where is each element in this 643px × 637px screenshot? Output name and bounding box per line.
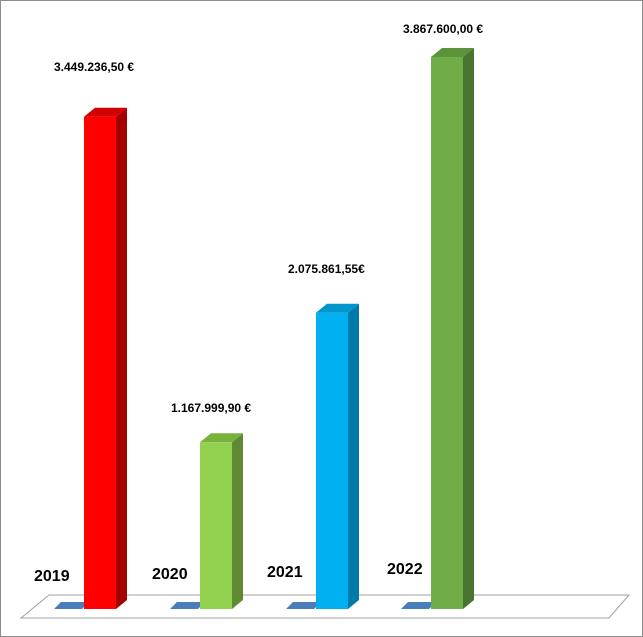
data-label-2022: 3.867.600,00 € [403,22,483,36]
bar-side-2019 [116,107,127,610]
data-label-2020: 1.167.999,90 € [171,401,251,415]
data-label-2021: 2.075.861,55€ [288,262,365,276]
bar-2019 [84,116,116,610]
floor-marker-2019 [54,602,89,609]
bar-2020 [200,442,232,609]
category-label-2021: 2021 [267,564,303,581]
category-label-2020: 2020 [152,566,188,583]
bar-2021 [316,312,348,609]
category-label-2022: 2022 [387,561,423,578]
bar-side-2020 [232,433,243,609]
floor-marker-2021 [286,602,321,609]
floor-marker-2020 [170,602,205,609]
category-label-2019: 2019 [34,568,70,585]
labels-group: 2019 3.449.236,50 € 2020 1.167.999,90 € 2021… [34,22,483,585]
bar-side-2022 [463,48,474,609]
bar-top-2021 [316,303,359,313]
bars-group [54,48,474,610]
bar-top-2019 [84,107,127,117]
data-label-2019: 3.449.236,50 € [54,60,134,74]
bar-side-2021 [348,303,359,609]
bar-2022 [431,57,463,609]
bar-top-2022 [431,48,474,57]
floor-marker-2022 [401,602,436,609]
bar-top-2020 [200,433,243,443]
